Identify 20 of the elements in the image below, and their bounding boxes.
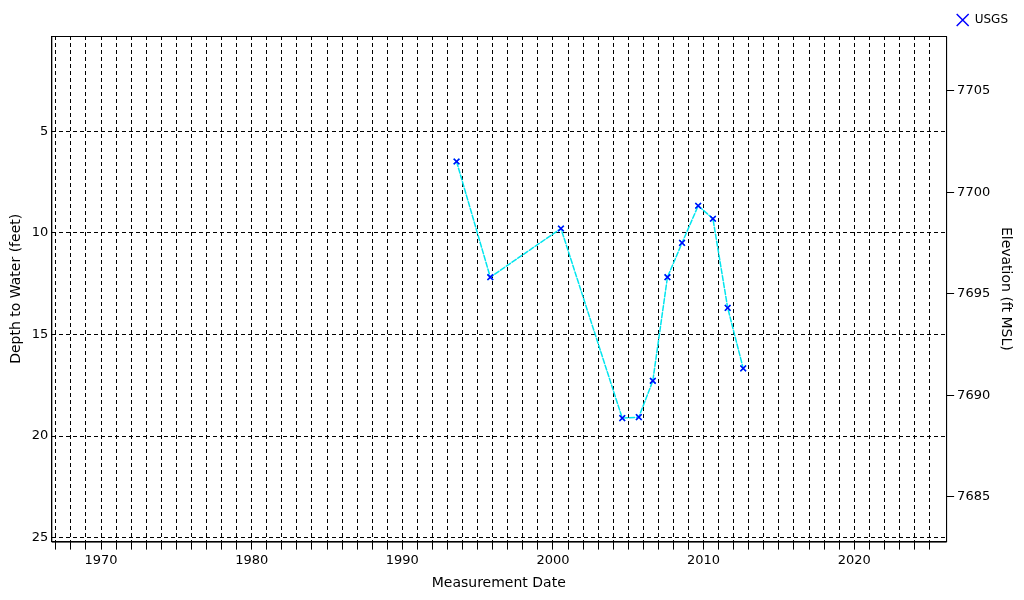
y2-tick-label: 7705	[957, 82, 991, 98]
y2-tick-label: 7685	[957, 488, 991, 504]
x-tick-label: 1990	[385, 551, 419, 567]
x-tick-label: 2020	[837, 551, 871, 567]
x-tick-label: 1980	[235, 551, 269, 567]
y-tick-label: 5	[40, 122, 49, 138]
y2-tick-label: 7690	[957, 386, 991, 402]
y-tick-label: 15	[31, 325, 49, 341]
y-tick-label: 25	[31, 528, 49, 544]
x-axis-title: Measurement Date	[431, 574, 566, 591]
legend-label: USGS	[974, 12, 1009, 27]
x-tick-label: 1970	[84, 551, 118, 567]
y2-axis-title: Elevation (ft MSL)	[998, 226, 1015, 351]
x-tick-label: 2000	[536, 551, 570, 567]
y-tick-label: 10	[31, 224, 49, 240]
y2-tick-label: 7700	[957, 183, 991, 199]
y2-tick-label: 7695	[957, 285, 991, 301]
y-axis-title: Depth to Water (feet)	[7, 213, 24, 364]
y-tick-label: 20	[31, 427, 49, 443]
x-tick-label: 2010	[687, 551, 721, 567]
